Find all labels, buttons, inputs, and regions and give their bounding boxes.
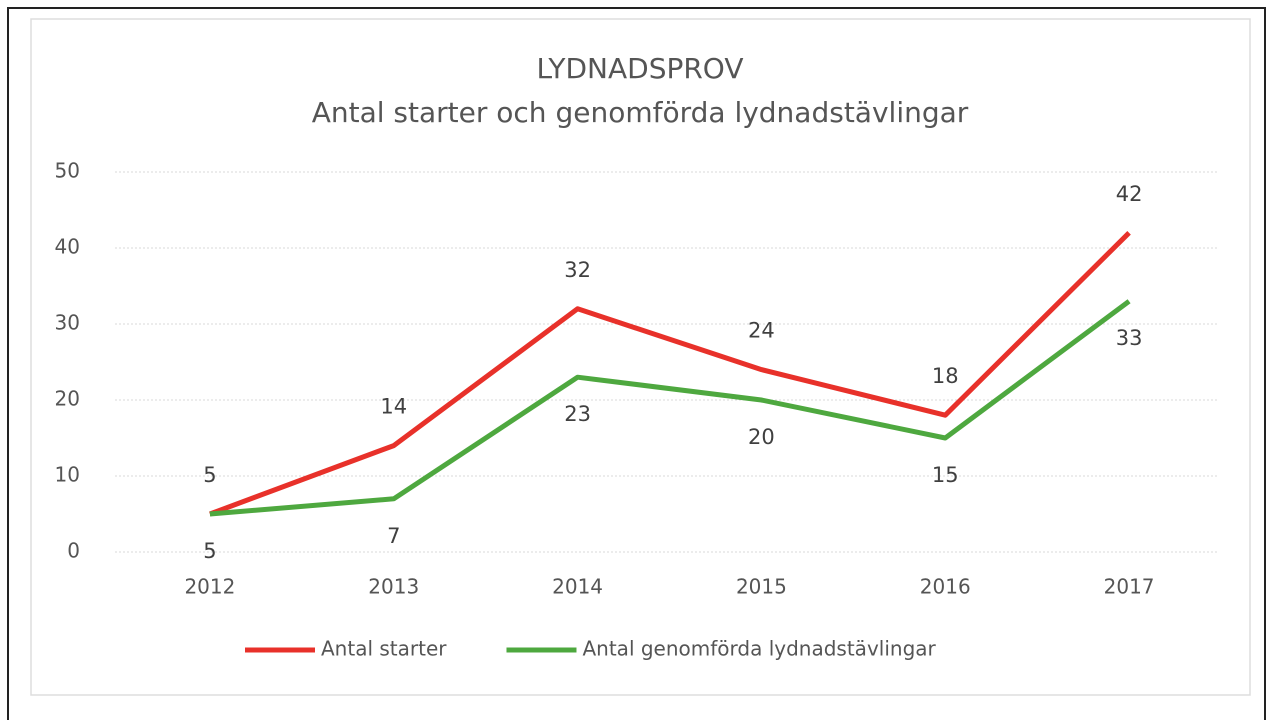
y-tick-label: 20 <box>55 387 80 411</box>
x-tick-label: 2012 <box>184 575 235 599</box>
y-tick-label: 10 <box>55 463 80 487</box>
chart-title: LYDNADSPROV <box>536 52 743 85</box>
series-line <box>209 299 1131 517</box>
chart-frame <box>30 18 1251 696</box>
data-label: 5 <box>203 463 216 487</box>
legend-label: Antal genomförda lydnadstävlingar <box>582 637 936 661</box>
x-tick-label: 2015 <box>736 575 787 599</box>
legend-label: Antal starter <box>321 637 447 661</box>
x-tick-label: 2016 <box>920 575 971 599</box>
y-tick-label: 0 <box>67 539 80 563</box>
data-label: 18 <box>932 364 959 388</box>
data-label: 7 <box>387 524 400 548</box>
data-label: 24 <box>748 319 775 343</box>
x-tick-label: 2017 <box>1104 575 1155 599</box>
y-tick-label: 40 <box>55 235 80 259</box>
data-label: 23 <box>564 402 591 426</box>
data-label: 14 <box>380 395 407 419</box>
data-label: 20 <box>748 425 775 449</box>
y-tick-label: 30 <box>55 311 80 335</box>
x-tick-label: 2014 <box>552 575 603 599</box>
x-tick-label: 2013 <box>368 575 419 599</box>
data-label: 33 <box>1116 326 1143 350</box>
data-label: 42 <box>1116 182 1143 206</box>
chart-subtitle: Antal starter och genomförda lydnadstävl… <box>312 96 969 129</box>
data-label: 15 <box>932 463 959 487</box>
data-label: 32 <box>564 258 591 282</box>
y-tick-label: 50 <box>55 159 80 183</box>
data-label: 5 <box>203 539 216 563</box>
series-line <box>209 231 1131 517</box>
